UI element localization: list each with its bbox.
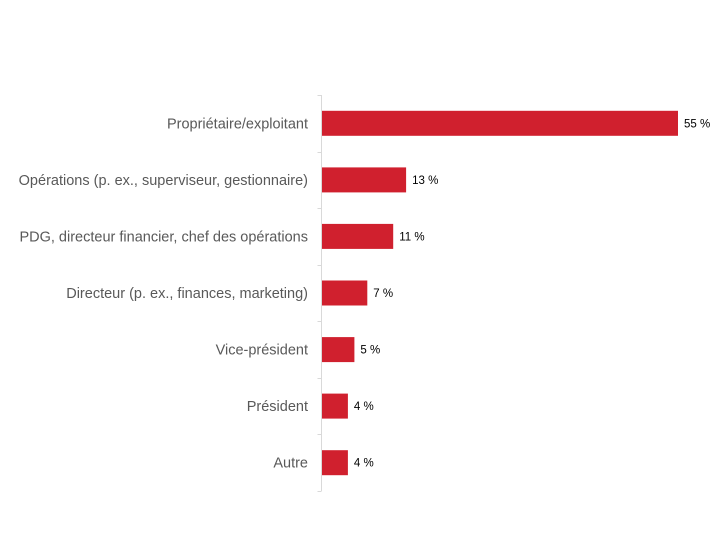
data-label: 13 % [412, 175, 438, 187]
data-label: 55 % [684, 118, 710, 130]
bar [322, 280, 368, 306]
category-label: Opérations (p. ex., superviseur, gestion… [19, 173, 308, 189]
category-label: PDG, directeur financier, chef des opéra… [19, 229, 308, 245]
data-label: 5 % [360, 345, 380, 357]
bar [322, 110, 678, 136]
data-label: 7 % [373, 288, 393, 300]
bar [322, 337, 355, 363]
bar [322, 393, 348, 419]
category-label: Directeur (p. ex., finances, marketing) [66, 286, 308, 302]
data-label: 4 % [354, 401, 374, 413]
category-label: Président [247, 399, 308, 415]
bar [322, 223, 394, 249]
bar [322, 167, 407, 193]
category-label: Vice-président [216, 343, 308, 359]
data-label: 4 % [354, 458, 374, 470]
category-label: Propriétaire/exploitant [167, 116, 308, 132]
category-label: Autre [273, 456, 308, 472]
bar [322, 450, 348, 476]
data-label: 11 % [399, 231, 424, 243]
